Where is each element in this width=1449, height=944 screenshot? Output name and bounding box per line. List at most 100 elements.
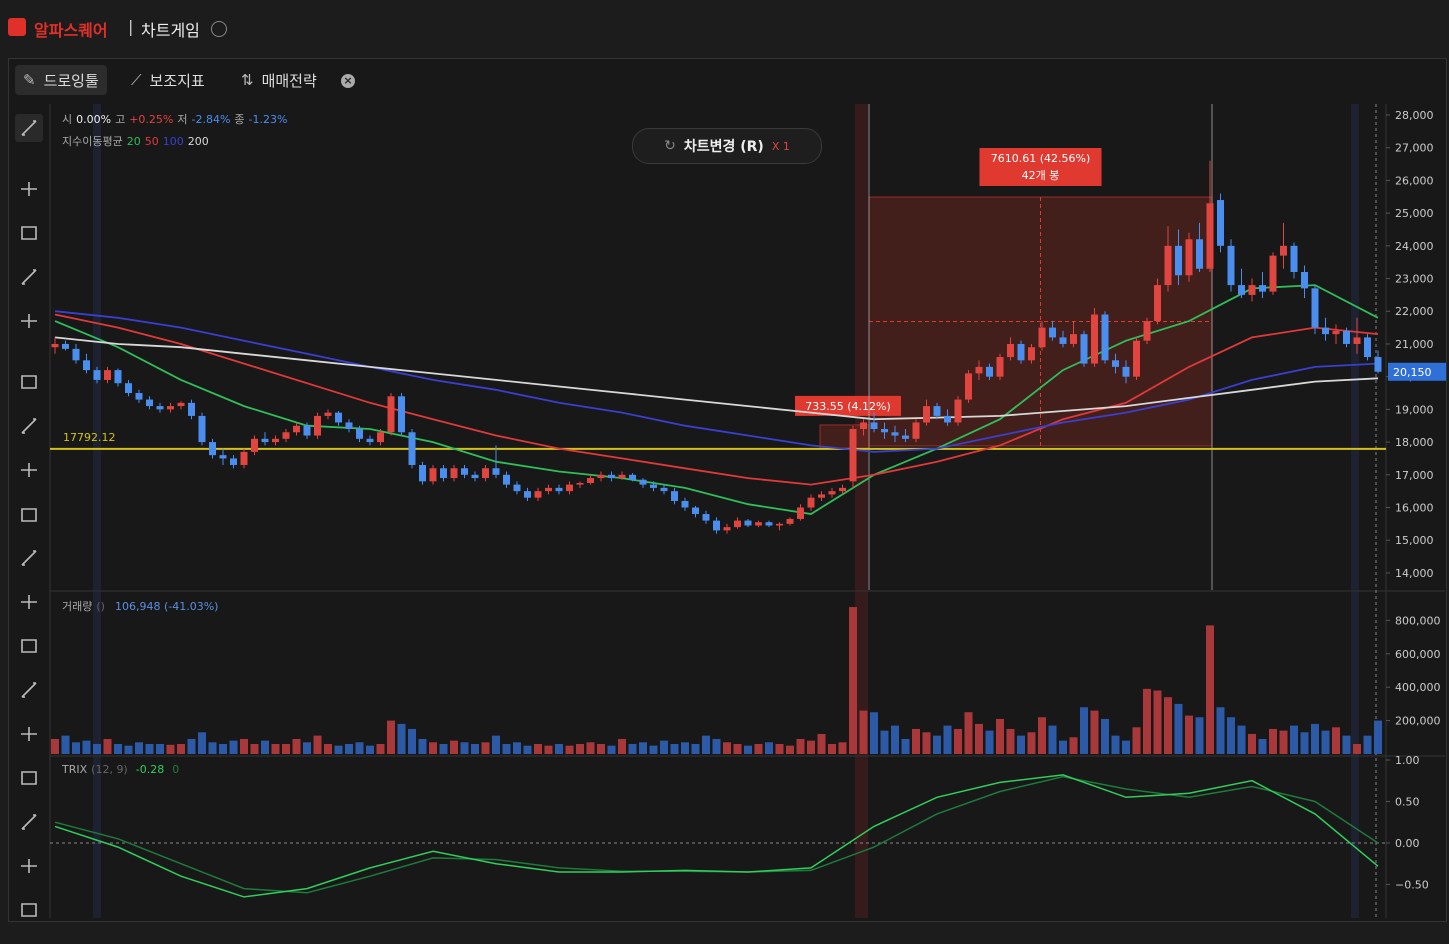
volume-bar xyxy=(681,742,689,754)
sidebar-tool[interactable] xyxy=(21,226,37,240)
candle-body xyxy=(671,491,678,501)
volume-legend: 거래량() 106,948 (-41.03%) xyxy=(62,598,222,614)
sidebar-tool[interactable] xyxy=(21,418,37,434)
volume-bar xyxy=(376,743,385,754)
candle-body xyxy=(524,491,531,498)
candle-body xyxy=(1059,337,1067,344)
volume-bar xyxy=(366,745,374,754)
candle-body xyxy=(639,479,647,485)
candle-body xyxy=(1143,321,1151,341)
close-icon[interactable]: × xyxy=(341,74,355,88)
candle-body xyxy=(209,442,216,456)
highlight-column xyxy=(93,104,101,918)
sidebar-tool[interactable] xyxy=(21,639,37,653)
candle-body xyxy=(618,474,626,479)
volume-bar xyxy=(1006,728,1015,754)
volume-bar xyxy=(387,720,395,754)
chart-frame xyxy=(8,58,1447,922)
help-icon[interactable] xyxy=(211,21,227,37)
sidebar-tool[interactable] xyxy=(21,814,37,830)
candle-body xyxy=(293,425,300,433)
candle-body xyxy=(1343,330,1350,344)
candle-body xyxy=(587,478,594,483)
legend-label: 종 xyxy=(234,113,245,126)
sidebar-tool[interactable] xyxy=(21,375,37,389)
sidebar-tool[interactable] xyxy=(21,595,37,609)
y-tick-label: 1.00 xyxy=(1395,754,1420,767)
sidebar-tool[interactable] xyxy=(21,859,37,873)
volume-bar xyxy=(156,743,164,754)
candle-body xyxy=(545,487,552,492)
candle-body xyxy=(1185,239,1193,276)
change-chart-button[interactable]: ↻ 차트변경 (R) X 1 xyxy=(632,128,822,164)
tool-icon xyxy=(21,120,37,136)
highlight-column xyxy=(855,104,868,918)
volume-bar xyxy=(975,723,983,754)
volume-bar xyxy=(891,725,899,754)
sidebar-tool[interactable] xyxy=(21,727,37,741)
sidebar-tool[interactable] xyxy=(21,508,37,522)
volume-bar xyxy=(1269,728,1277,754)
toolbar-button[interactable]: ✎ 드로잉툴 xyxy=(15,65,107,95)
legend-label: 시 xyxy=(62,113,73,126)
sidebar-tool[interactable] xyxy=(21,682,37,698)
sidebar-tool[interactable] xyxy=(15,114,43,142)
volume-bar xyxy=(145,743,154,754)
candle-body xyxy=(681,500,689,508)
y-tick-label: 800,000 xyxy=(1395,614,1441,627)
volume-bar xyxy=(481,742,490,754)
y-tick-label: 23,000 xyxy=(1395,273,1434,286)
volume-bar xyxy=(1059,740,1067,754)
sidebar-tool[interactable] xyxy=(21,463,37,477)
measure-label: 7610.61 (42.56%) xyxy=(991,152,1091,165)
moving-average xyxy=(54,336,1379,421)
sidebar-tool[interactable] xyxy=(21,903,37,917)
volume-bar xyxy=(985,730,994,754)
sidebar-tool[interactable] xyxy=(21,182,37,196)
toolbar-button[interactable]: ⟋ 보조지표 xyxy=(131,71,205,90)
toolbar-button[interactable]: ⇅ 매매전략 xyxy=(241,71,317,90)
candle-body xyxy=(492,468,500,475)
volume-bar xyxy=(418,738,427,754)
volume-bar xyxy=(1321,730,1330,754)
candle-body xyxy=(261,438,269,443)
candle-body xyxy=(1196,239,1203,269)
candle-body xyxy=(1206,203,1214,269)
candle-body xyxy=(83,360,90,371)
volume-bar xyxy=(670,743,679,754)
tool-icon xyxy=(21,269,37,285)
candle-body xyxy=(1353,337,1361,344)
volume-bar xyxy=(964,712,973,754)
volume-bar xyxy=(544,745,553,754)
indicator-line xyxy=(54,774,1379,898)
volume-bar xyxy=(82,740,91,754)
candle-body xyxy=(51,343,59,348)
volume-bar xyxy=(355,742,364,754)
candle-body xyxy=(1227,245,1235,286)
volume-bar xyxy=(1258,738,1267,754)
legend-entry: 0 xyxy=(172,763,180,776)
volume-bar xyxy=(765,742,773,754)
volume-bar xyxy=(733,743,742,754)
candle-body xyxy=(566,484,573,492)
highlight-column xyxy=(1351,104,1359,918)
volume-bar xyxy=(933,735,941,754)
sidebar-tool[interactable] xyxy=(21,771,37,785)
candle-body xyxy=(398,396,405,433)
candle-body xyxy=(335,412,342,423)
volume-bar xyxy=(744,745,752,754)
sidebar-tool[interactable] xyxy=(21,550,37,566)
volume-bar xyxy=(649,745,658,754)
candle-body xyxy=(1133,340,1140,377)
candle-body xyxy=(881,429,888,433)
candle-body xyxy=(1311,288,1319,328)
candle-body xyxy=(597,474,605,479)
candle-body xyxy=(933,406,941,416)
sidebar-tool[interactable] xyxy=(21,314,37,328)
sidebar-tool[interactable] xyxy=(21,269,37,285)
volume-bar xyxy=(72,742,80,754)
volume-bar xyxy=(859,710,868,754)
volume-bar xyxy=(261,740,269,754)
candle-body xyxy=(1301,271,1308,289)
volume-bar xyxy=(1342,735,1351,754)
